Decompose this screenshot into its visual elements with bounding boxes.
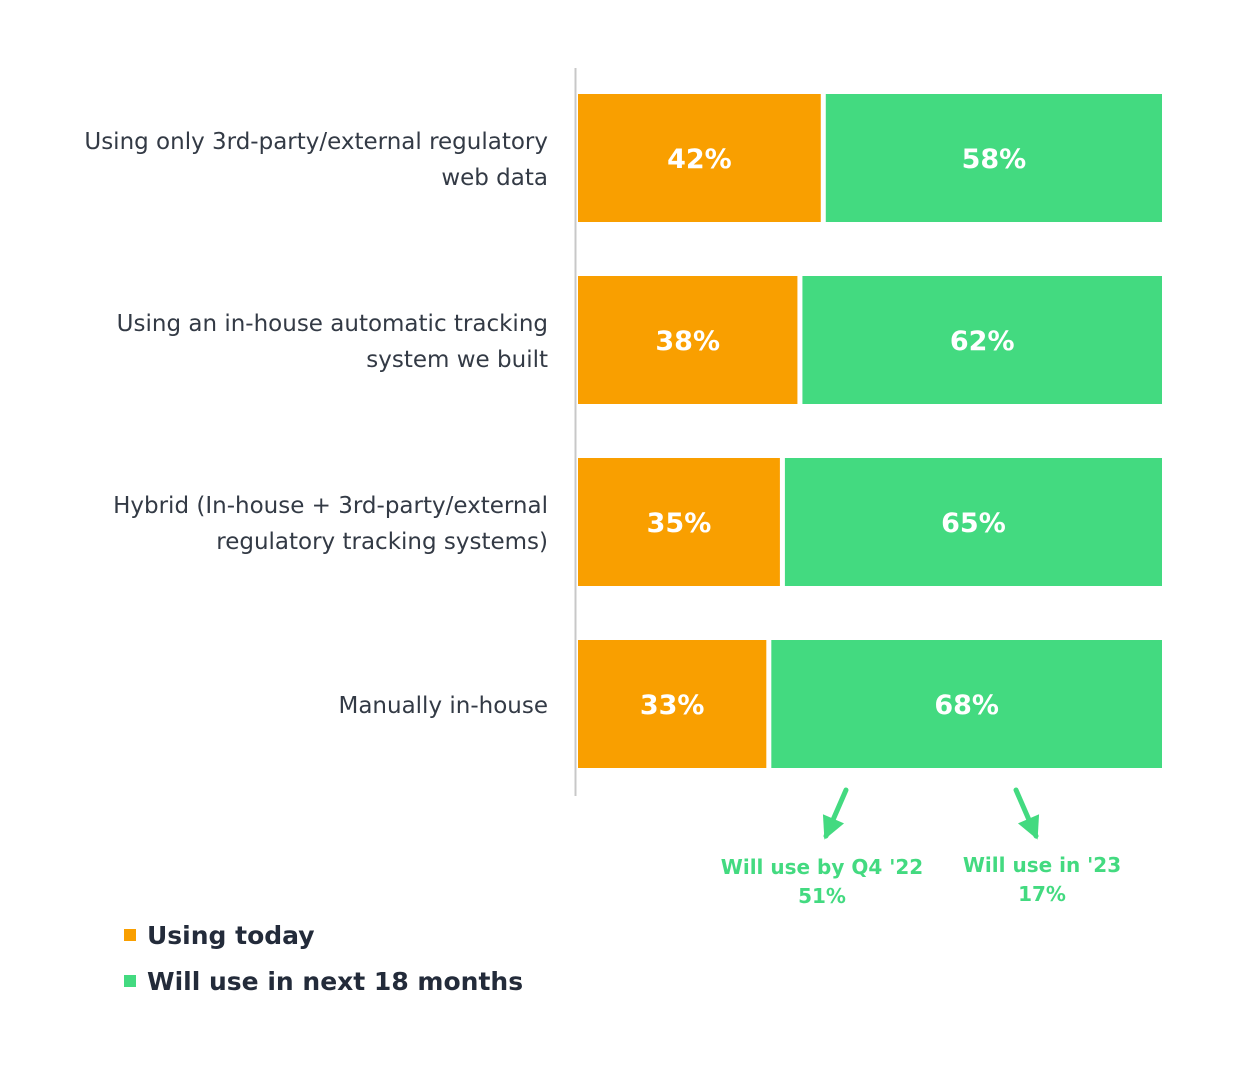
category-label: system we built [366, 347, 548, 373]
category-label: Manually in-house [338, 693, 548, 719]
annotation-value: 51% [798, 884, 846, 908]
legend-swatch-will-use [124, 975, 136, 987]
annotation-arrow-head [822, 814, 845, 840]
bar-using-today [578, 458, 780, 586]
bar-using-today [578, 276, 798, 404]
data-label-will-use: 58% [962, 144, 1027, 175]
annotation-label: Will use by Q4 '22 [721, 855, 923, 879]
data-label-using-today: 38% [655, 326, 720, 357]
bar-will-use [771, 640, 1162, 768]
bar-will-use [784, 458, 1162, 586]
bar-will-use [802, 276, 1162, 404]
bar-will-use [825, 94, 1162, 222]
annotation-value: 17% [1018, 882, 1066, 906]
legend-label-will-use: Will use in next 18 months [147, 966, 524, 996]
annotation-label: Will use in '23 [963, 853, 1121, 877]
annotation-arrow-head [1017, 814, 1040, 840]
category-label: web data [441, 165, 548, 191]
legend-item-using-today: Using today [124, 912, 523, 958]
data-label-will-use: 65% [941, 508, 1006, 539]
legend-swatch-using-today [124, 929, 136, 941]
category-label: Hybrid (In-house + 3rd-party/external [113, 493, 548, 519]
category-label: Using an in-house automatic tracking [117, 311, 548, 337]
category-label: regulatory tracking systems) [216, 529, 548, 555]
data-label-will-use: 62% [950, 326, 1015, 357]
data-label-using-today: 42% [667, 144, 732, 175]
bar-using-today [578, 94, 821, 222]
category-label: Using only 3rd-party/external regulatory [84, 129, 548, 155]
legend-item-will-use: Will use in next 18 months [124, 958, 523, 1004]
legend: Using today Will use in next 18 months [124, 912, 523, 1004]
legend-label-using-today: Using today [147, 920, 315, 950]
data-label-using-today: 33% [640, 690, 705, 721]
data-label-using-today: 35% [647, 508, 712, 539]
data-label-will-use: 68% [934, 690, 999, 721]
bar-using-today [578, 640, 767, 768]
